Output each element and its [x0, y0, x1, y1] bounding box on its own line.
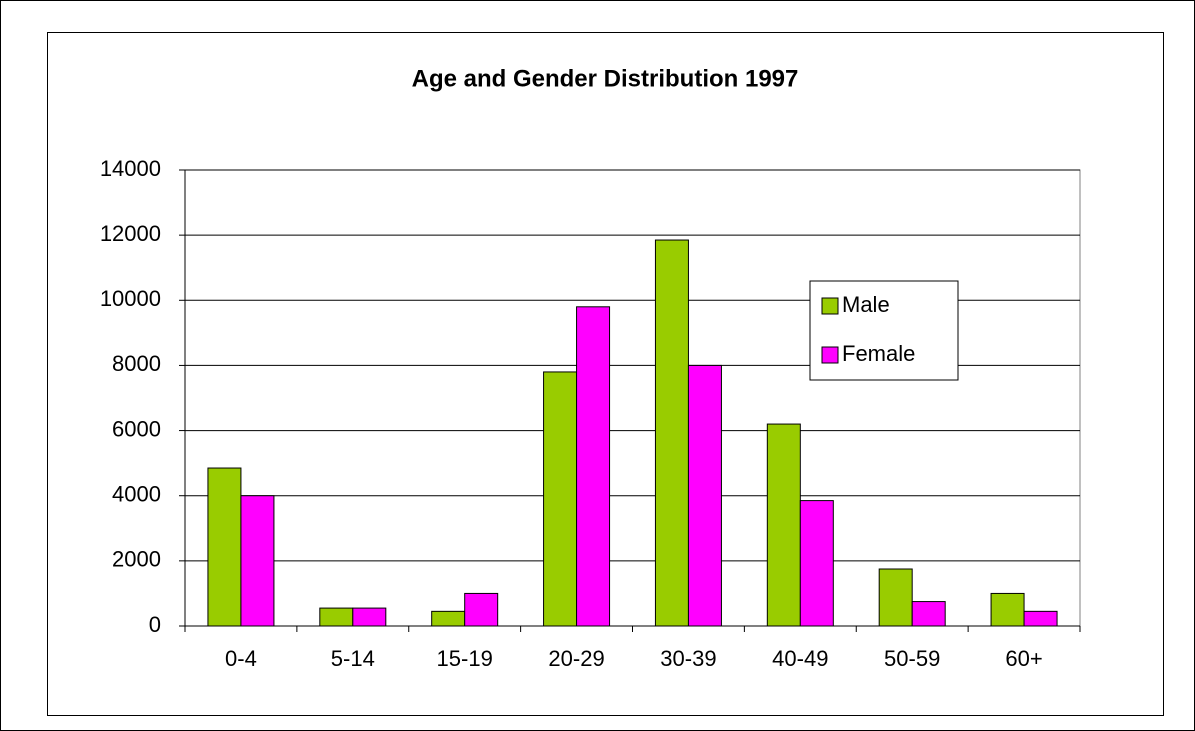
bar — [543, 371, 578, 627]
legend-label: Male — [842, 292, 890, 317]
x-tick-label: 15-19 — [437, 646, 493, 671]
bar — [990, 592, 1025, 627]
x-tick-label: 30-39 — [660, 646, 716, 671]
bar — [799, 500, 834, 627]
bar — [352, 607, 387, 627]
x-tick-label: 5-14 — [331, 646, 375, 671]
y-tick-label: 10000 — [100, 286, 161, 311]
y-tick-label: 8000 — [112, 351, 161, 376]
y-tick-label: 12000 — [100, 221, 161, 246]
bar — [766, 423, 801, 627]
x-tick-label: 0-4 — [225, 646, 257, 671]
y-tick-label: 0 — [149, 612, 161, 637]
bar — [654, 239, 689, 627]
bar — [464, 592, 499, 627]
legend-swatch — [821, 297, 839, 315]
y-tick-label: 4000 — [112, 482, 161, 507]
bar — [878, 568, 913, 627]
bar — [911, 601, 946, 627]
plot-area — [184, 169, 1081, 627]
y-tick-label: 2000 — [112, 547, 161, 572]
x-tick-label: 50-59 — [884, 646, 940, 671]
y-tick-label: 14000 — [100, 156, 161, 181]
x-tick-label: 60+ — [1005, 646, 1042, 671]
bar — [1023, 610, 1058, 627]
bar — [576, 306, 611, 627]
bar — [319, 607, 354, 627]
bar — [240, 495, 275, 627]
y-tick-label: 6000 — [112, 416, 161, 441]
bar — [207, 467, 242, 627]
bar — [431, 610, 466, 627]
x-tick-label: 20-29 — [548, 646, 604, 671]
legend-swatch — [821, 346, 839, 364]
chart-title: Age and Gender Distribution 1997 — [412, 65, 799, 92]
bar — [687, 364, 722, 627]
x-tick-label: 40-49 — [772, 646, 828, 671]
legend-label: Female — [842, 341, 915, 366]
